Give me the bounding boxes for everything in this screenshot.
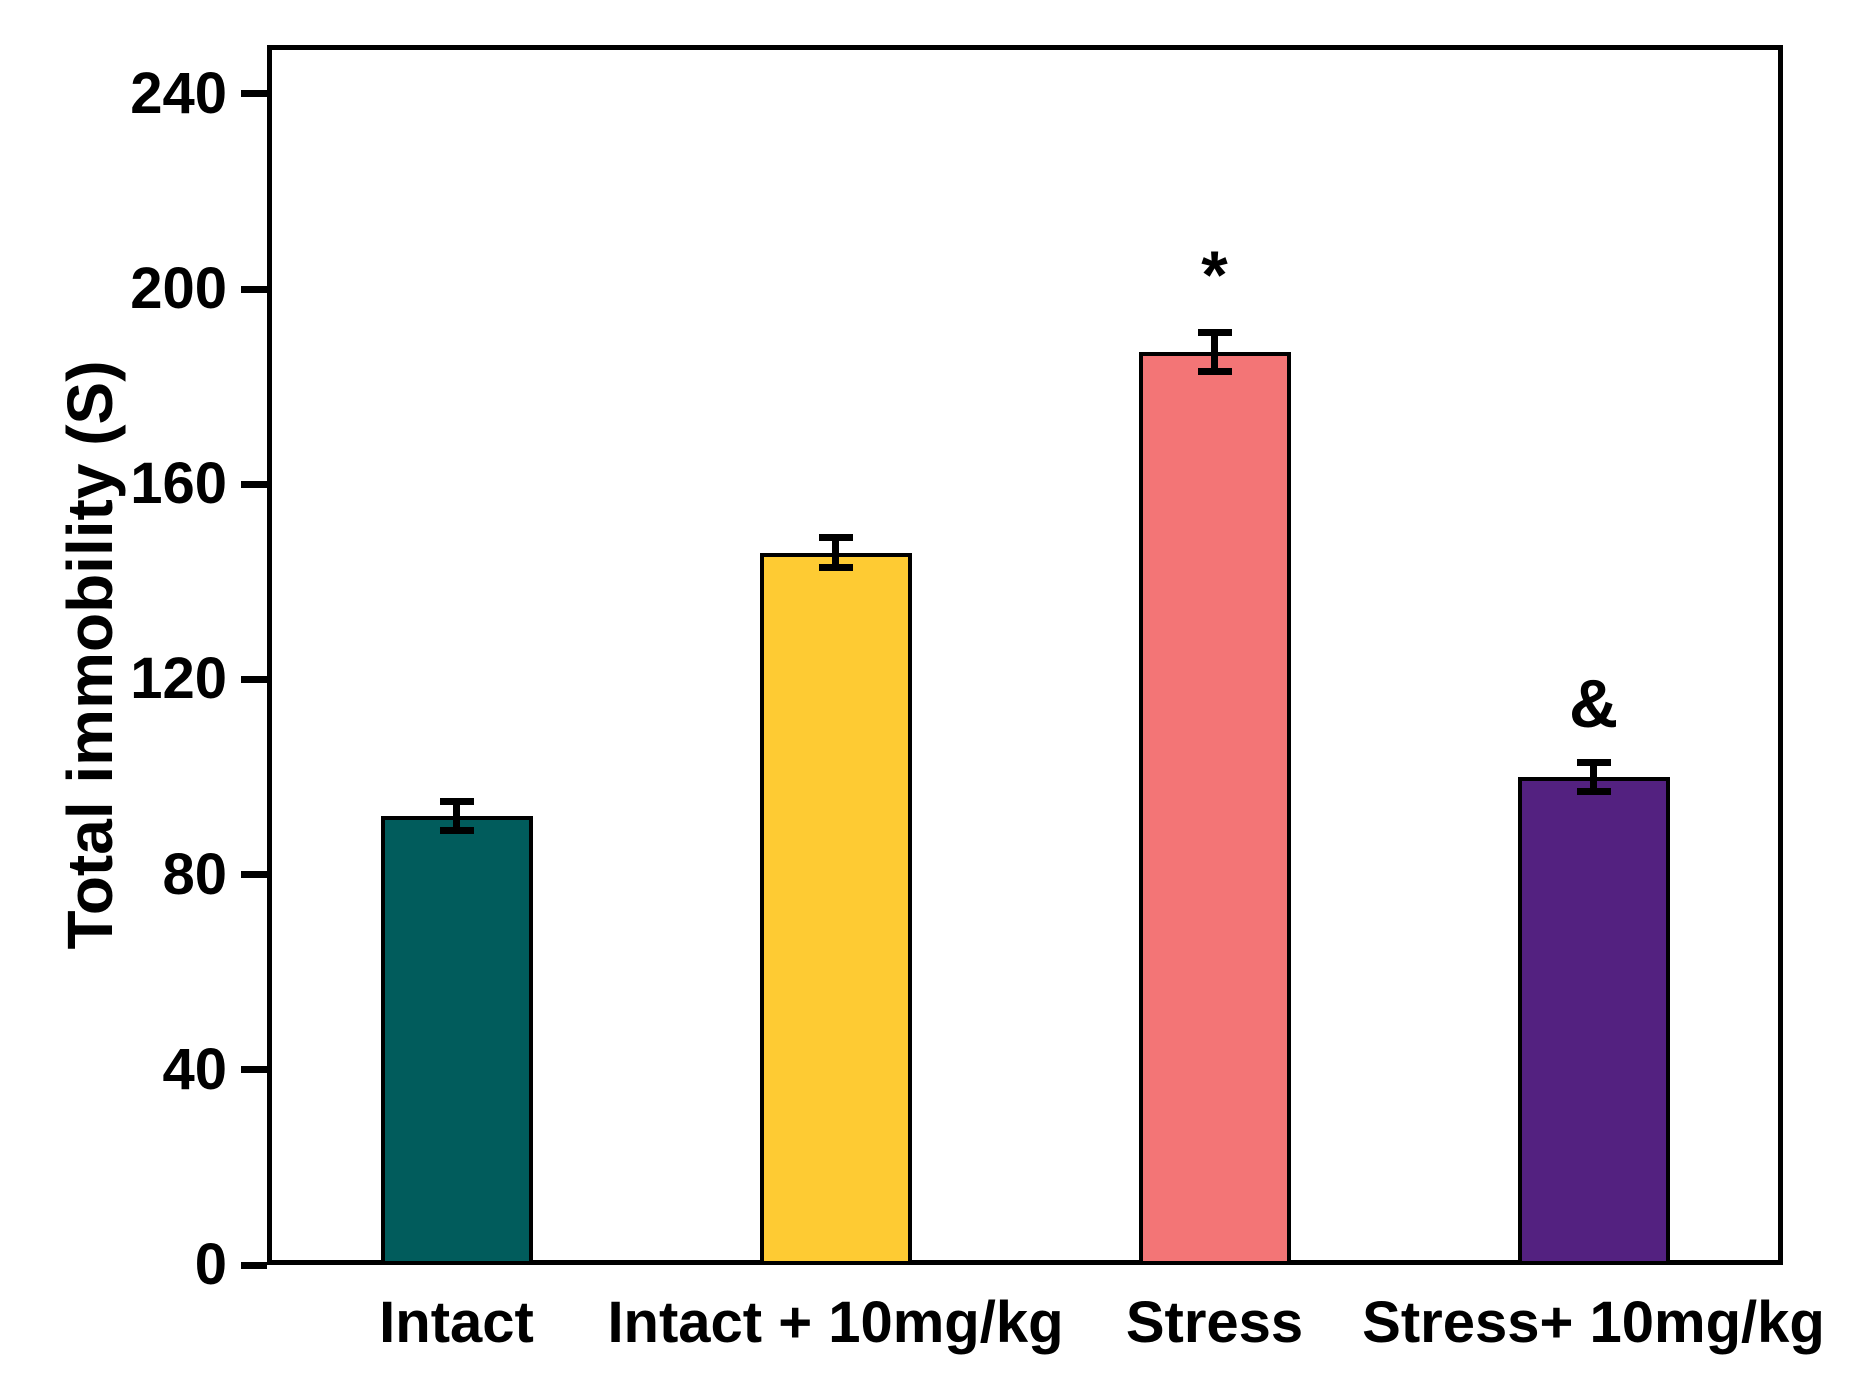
y-tick-label-160: 160 [130, 451, 227, 517]
bar-stress [1138, 352, 1291, 1265]
error-bar-top-cap-intact-10mg-kg [818, 534, 853, 542]
error-bar-top-cap-stress-10mg-kg [1576, 758, 1611, 766]
bar-intact-10mg-kg [759, 552, 912, 1265]
y-axis-tick-240 [241, 90, 267, 98]
y-axis-tick-40 [241, 1066, 267, 1074]
y-axis-tick-160 [241, 480, 267, 488]
error-bar-intact [453, 801, 460, 831]
error-bar-stress [1211, 332, 1218, 372]
y-axis-tick-80 [241, 871, 267, 879]
y-tick-label-80: 80 [162, 841, 227, 907]
x-label-stress-10mg-kg: Stress+ 10mg/kg [1362, 1290, 1825, 1355]
annotation-stress-10mg-kg: & [1568, 666, 1619, 743]
annotation-stress: * [1201, 236, 1228, 313]
bar-stress-10mg-kg [1517, 777, 1670, 1265]
y-tick-label-0: 0 [194, 1232, 227, 1297]
error-bar-top-cap-intact [439, 797, 474, 805]
y-tick-label-120: 120 [130, 646, 227, 712]
x-label-stress: Stress [1125, 1290, 1304, 1355]
error-bar-stress-10mg-kg [1590, 762, 1597, 792]
y-tick-label-200: 200 [130, 256, 227, 321]
error-bar-bottom-cap-stress [1197, 368, 1232, 376]
y-axis-tick-0 [241, 1261, 267, 1269]
y-axis-tick-200 [241, 285, 267, 293]
x-label-intact-10mg-kg: Intact + 10mg/kg [607, 1290, 1064, 1355]
error-bar-bottom-cap-intact-10mg-kg [818, 563, 853, 571]
y-tick-label-240: 240 [130, 60, 227, 126]
bar-intact [380, 816, 533, 1265]
error-bar-bottom-cap-intact [439, 827, 474, 835]
error-bar-bottom-cap-stress-10mg-kg [1576, 788, 1611, 796]
y-tick-label-40: 40 [162, 1036, 227, 1102]
error-bar-top-cap-stress [1197, 329, 1232, 337]
x-label-intact: Intact [379, 1290, 534, 1355]
y-axis-tick-120 [241, 675, 267, 683]
error-bar-intact-10mg-kg [832, 537, 839, 568]
